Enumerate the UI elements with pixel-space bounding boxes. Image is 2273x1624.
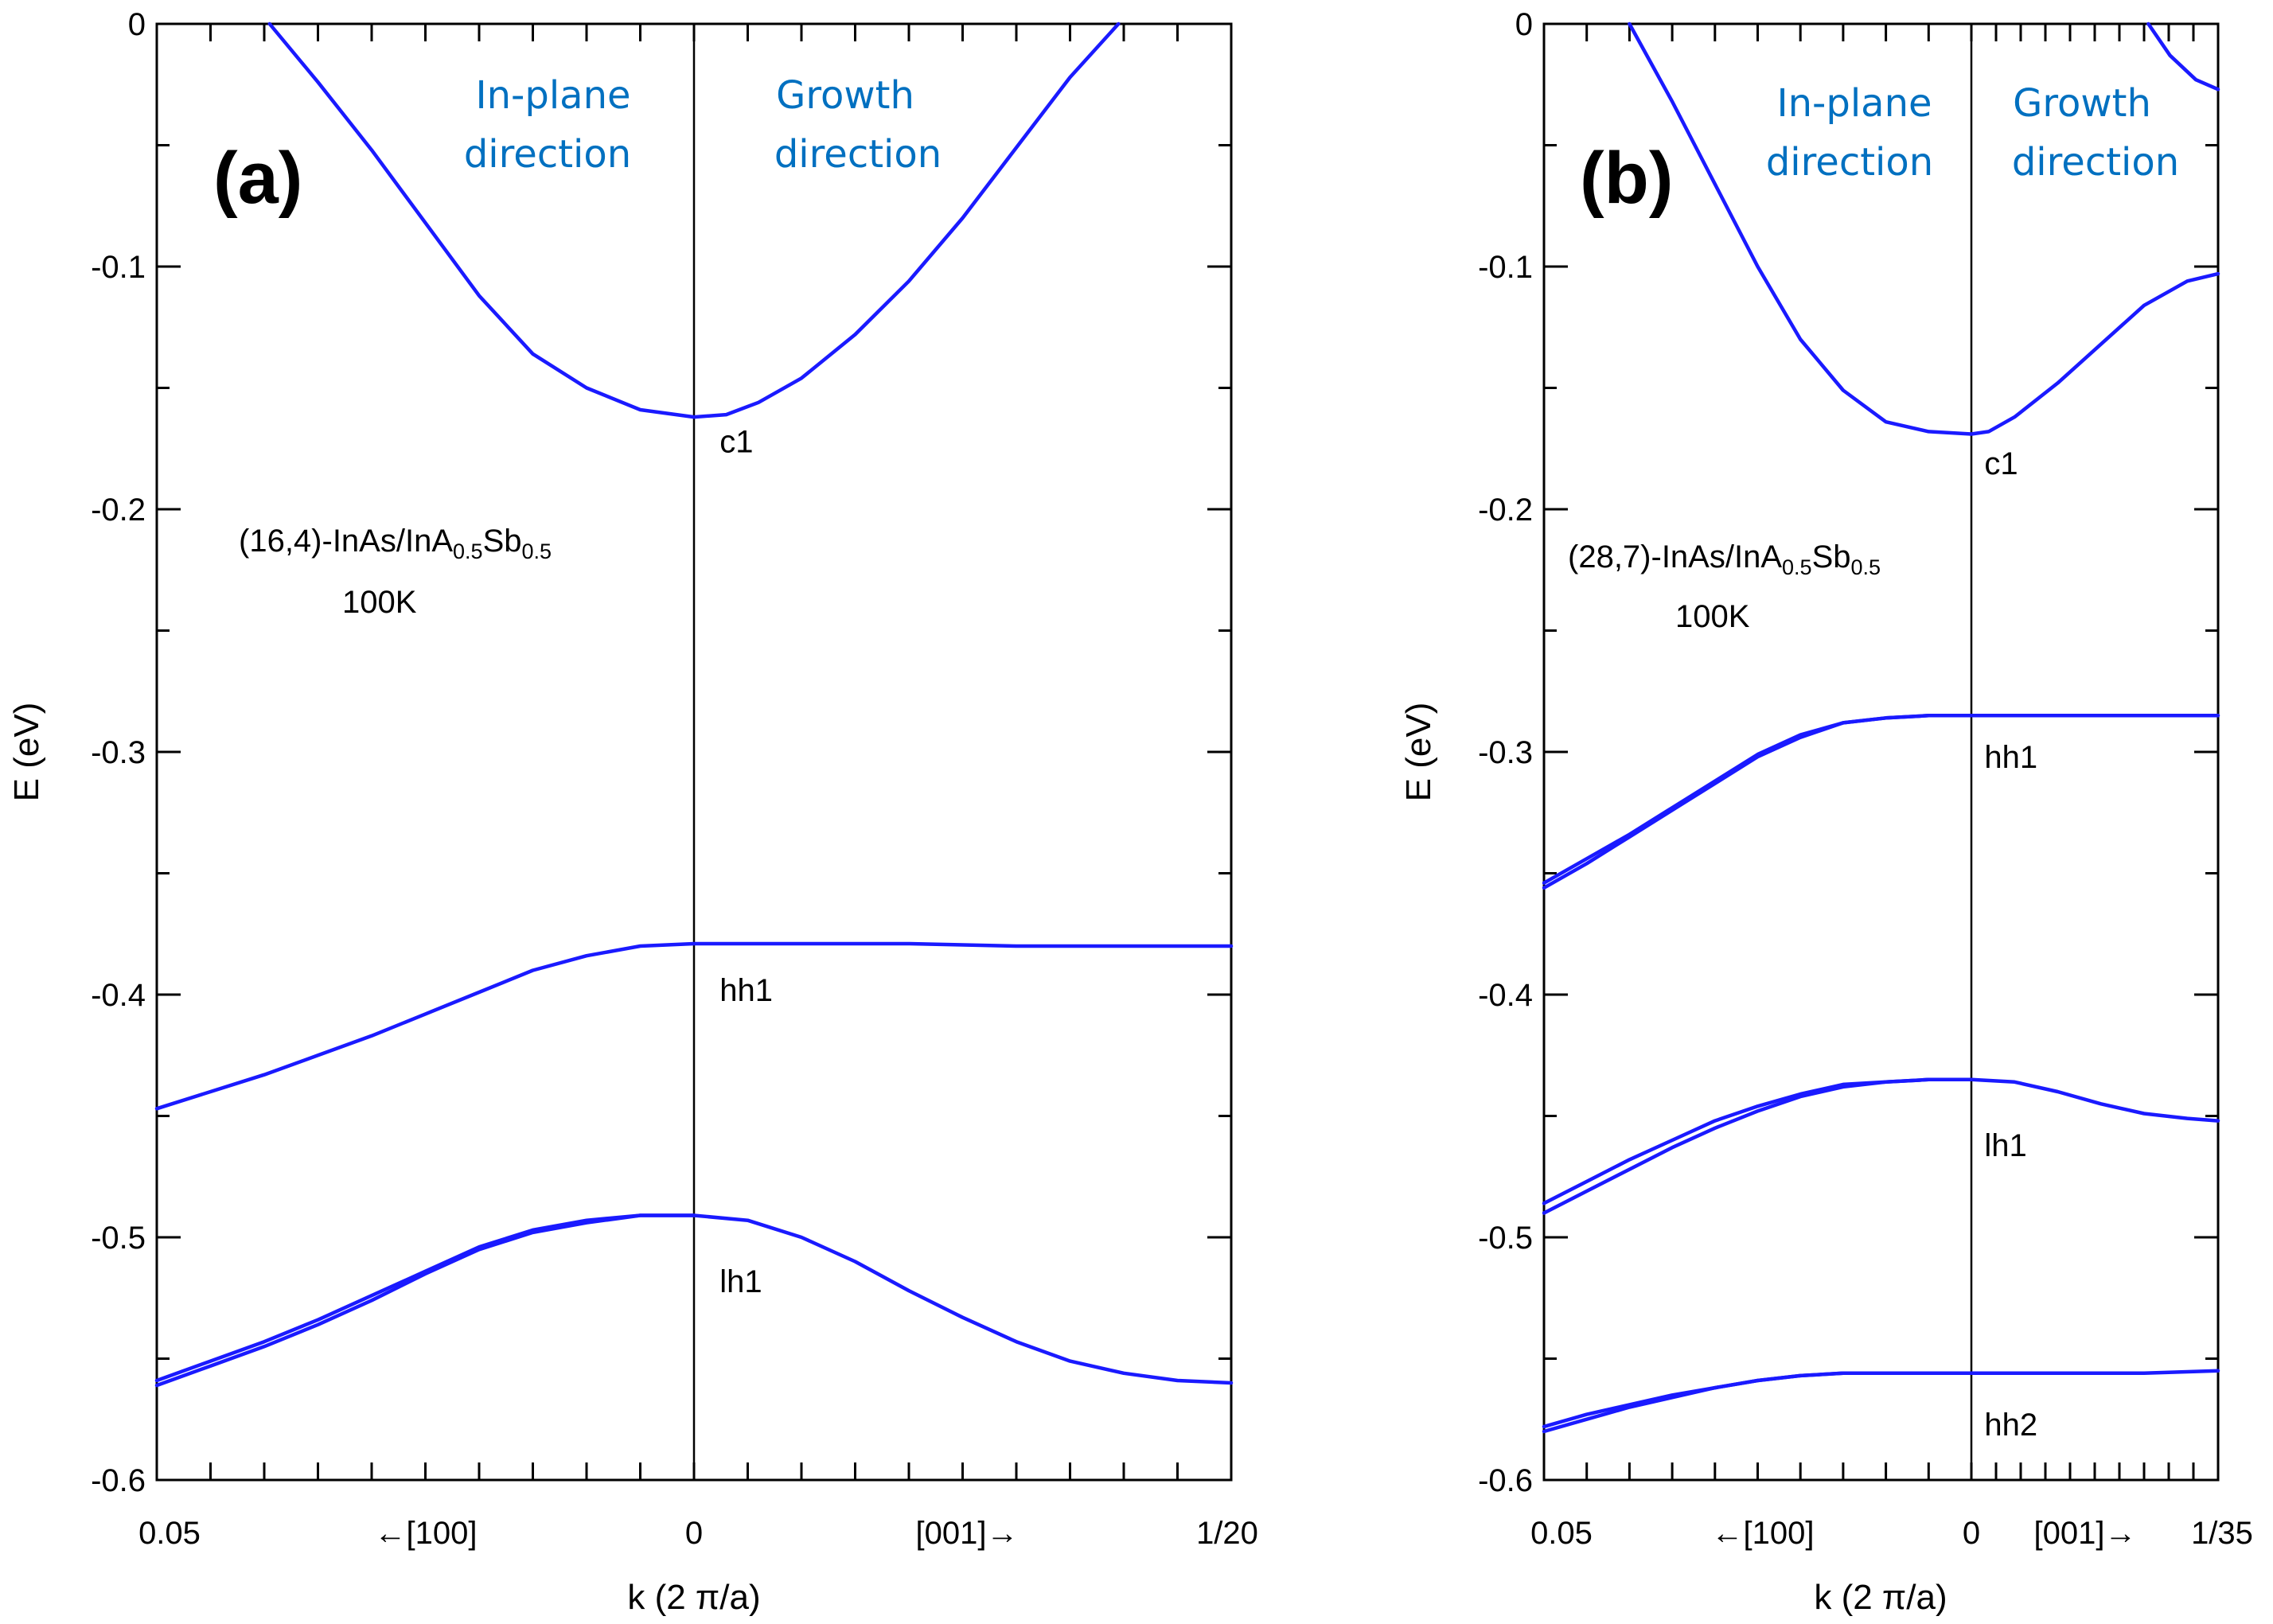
panel-b-inplane-line1: In-plane xyxy=(1776,81,1932,126)
panel-b-ticks xyxy=(1542,22,2220,1482)
panel-b-x-center: 0 xyxy=(1963,1516,1980,1551)
panel-a-growth-line1: Growth xyxy=(776,73,914,118)
panel-b-x-right-end: 1/35 xyxy=(2191,1516,2253,1551)
panel-b-temperature: 100K xyxy=(1675,599,1750,634)
panel-a-band-label-c1: c1 xyxy=(719,425,753,460)
panel-b-curve-lh1-split xyxy=(1542,1077,1931,1205)
panel-a-x-center: 0 xyxy=(685,1516,703,1551)
panel-b-curve-upper xyxy=(2146,21,2220,92)
panel-a-curve-c1 xyxy=(267,21,1121,419)
panel-a-ytick-label: -0.1 xyxy=(91,250,146,285)
panel-b-curve-c1 xyxy=(1628,21,2220,436)
panel-a-ylabel: E (eV) xyxy=(7,703,46,802)
panel-a-x-left-dir: ←[100] xyxy=(375,1516,478,1551)
panel-b-x-right-dir: [001]→ xyxy=(2034,1516,2137,1551)
panel-b-ylabel: E (eV) xyxy=(1399,703,1438,802)
panel-a-curve-lh1-split xyxy=(154,1213,696,1383)
panel-a-curve-hh1 xyxy=(154,941,1234,1111)
panel-a-inplane-line2: direction xyxy=(464,132,631,177)
panel-b-inplane-line2: direction xyxy=(1766,140,1933,185)
panel-a-ytick-labels: 0 -0.1 -0.2 -0.3 -0.4 -0.5 -0.6 xyxy=(91,7,146,1498)
panel-b-ytick-label: -0.1 xyxy=(1478,250,1533,285)
panel-a-ticks xyxy=(155,22,1233,1482)
panel-a: c1 hh1 lh1 0 -0.1 -0.2 -0.3 -0.4 -0.5 -0.6 (a) I… xyxy=(7,7,1258,1617)
panel-a-growth-line2: direction xyxy=(774,132,942,177)
panel-b-band-label-lh1: lh1 xyxy=(1984,1128,2026,1163)
panel-b-ytick-labels: 0 -0.1 -0.2 -0.3 -0.4 -0.5 -0.6 xyxy=(1478,7,1533,1498)
panel-b-frame xyxy=(1542,22,2220,1482)
panel-a-x-right-end: 1/20 xyxy=(1196,1516,1258,1551)
panel-b-ytick-label: -0.3 xyxy=(1478,735,1533,770)
panel-b: c1 hh1 lh1 hh2 0 -0.1 -0.2 -0.3 -0.4 -0.5 -0.6 (b… xyxy=(1399,7,2253,1617)
panel-a-temperature: 100K xyxy=(342,585,417,620)
panel-a-curves xyxy=(154,21,1234,1388)
panel-a-ytick-label: 0 xyxy=(128,7,146,42)
panel-a-xlabel: k (2 π/a) xyxy=(627,1578,760,1617)
panel-b-growth-line1: Growth xyxy=(2013,81,2151,126)
panel-a-x-right-dir: [001]→ xyxy=(916,1516,1019,1551)
panel-b-material: (28,7)-InAs/InA0.5Sb0.5 xyxy=(1568,539,1881,579)
panel-b-ytick-label: 0 xyxy=(1515,7,1533,42)
panel-b-ytick-label: -0.5 xyxy=(1478,1221,1533,1256)
panel-b-band-labels: c1 hh1 lh1 hh2 xyxy=(1984,446,2037,1443)
panel-b-x-left-end: 0.05 xyxy=(1530,1516,1593,1551)
panel-a-ytick-label: -0.4 xyxy=(91,978,146,1013)
panel-b-curves xyxy=(1542,21,2220,1434)
panel-b-ytick-label: -0.6 xyxy=(1478,1463,1533,1498)
panel-b-curve-hh2-split xyxy=(1542,1371,1846,1429)
panel-b-band-label-c1: c1 xyxy=(1984,446,2018,481)
panel-a-x-left-end: 0.05 xyxy=(138,1516,201,1551)
panel-a-band-labels: c1 hh1 lh1 xyxy=(719,425,773,1299)
panel-b-ytick-label: -0.4 xyxy=(1478,978,1533,1013)
panel-b-x-left-dir: ←[100] xyxy=(1712,1516,1815,1551)
panel-a-ytick-label: -0.5 xyxy=(91,1221,146,1256)
panel-b-xlabel: k (2 π/a) xyxy=(1814,1578,1947,1617)
panel-a-ytick-label: -0.2 xyxy=(91,493,146,528)
panel-b-band-label-hh1: hh1 xyxy=(1984,740,2037,775)
panel-b-letter: (b) xyxy=(1580,138,1673,219)
panel-b-curve-lh1 xyxy=(1542,1077,2220,1215)
panel-b-curve-hh1-split xyxy=(1542,714,1931,885)
panel-b-band-label-hh2: hh2 xyxy=(1984,1408,2037,1443)
panel-a-ytick-label: -0.3 xyxy=(91,735,146,770)
panel-a-ytick-label: -0.6 xyxy=(91,1463,146,1498)
panel-a-band-label-hh1: hh1 xyxy=(719,973,773,1008)
panel-a-letter: (a) xyxy=(213,138,302,219)
panel-b-curve-hh1 xyxy=(1542,714,2220,890)
panel-b-growth-line2: direction xyxy=(2012,140,2179,185)
panel-a-band-label-lh1: lh1 xyxy=(719,1264,762,1299)
panel-a-inplane-line1: In-plane xyxy=(475,73,630,118)
panel-b-ytick-label: -0.2 xyxy=(1478,493,1533,528)
panel-a-material: (16,4)-InAs/InA0.5Sb0.5 xyxy=(239,524,552,563)
